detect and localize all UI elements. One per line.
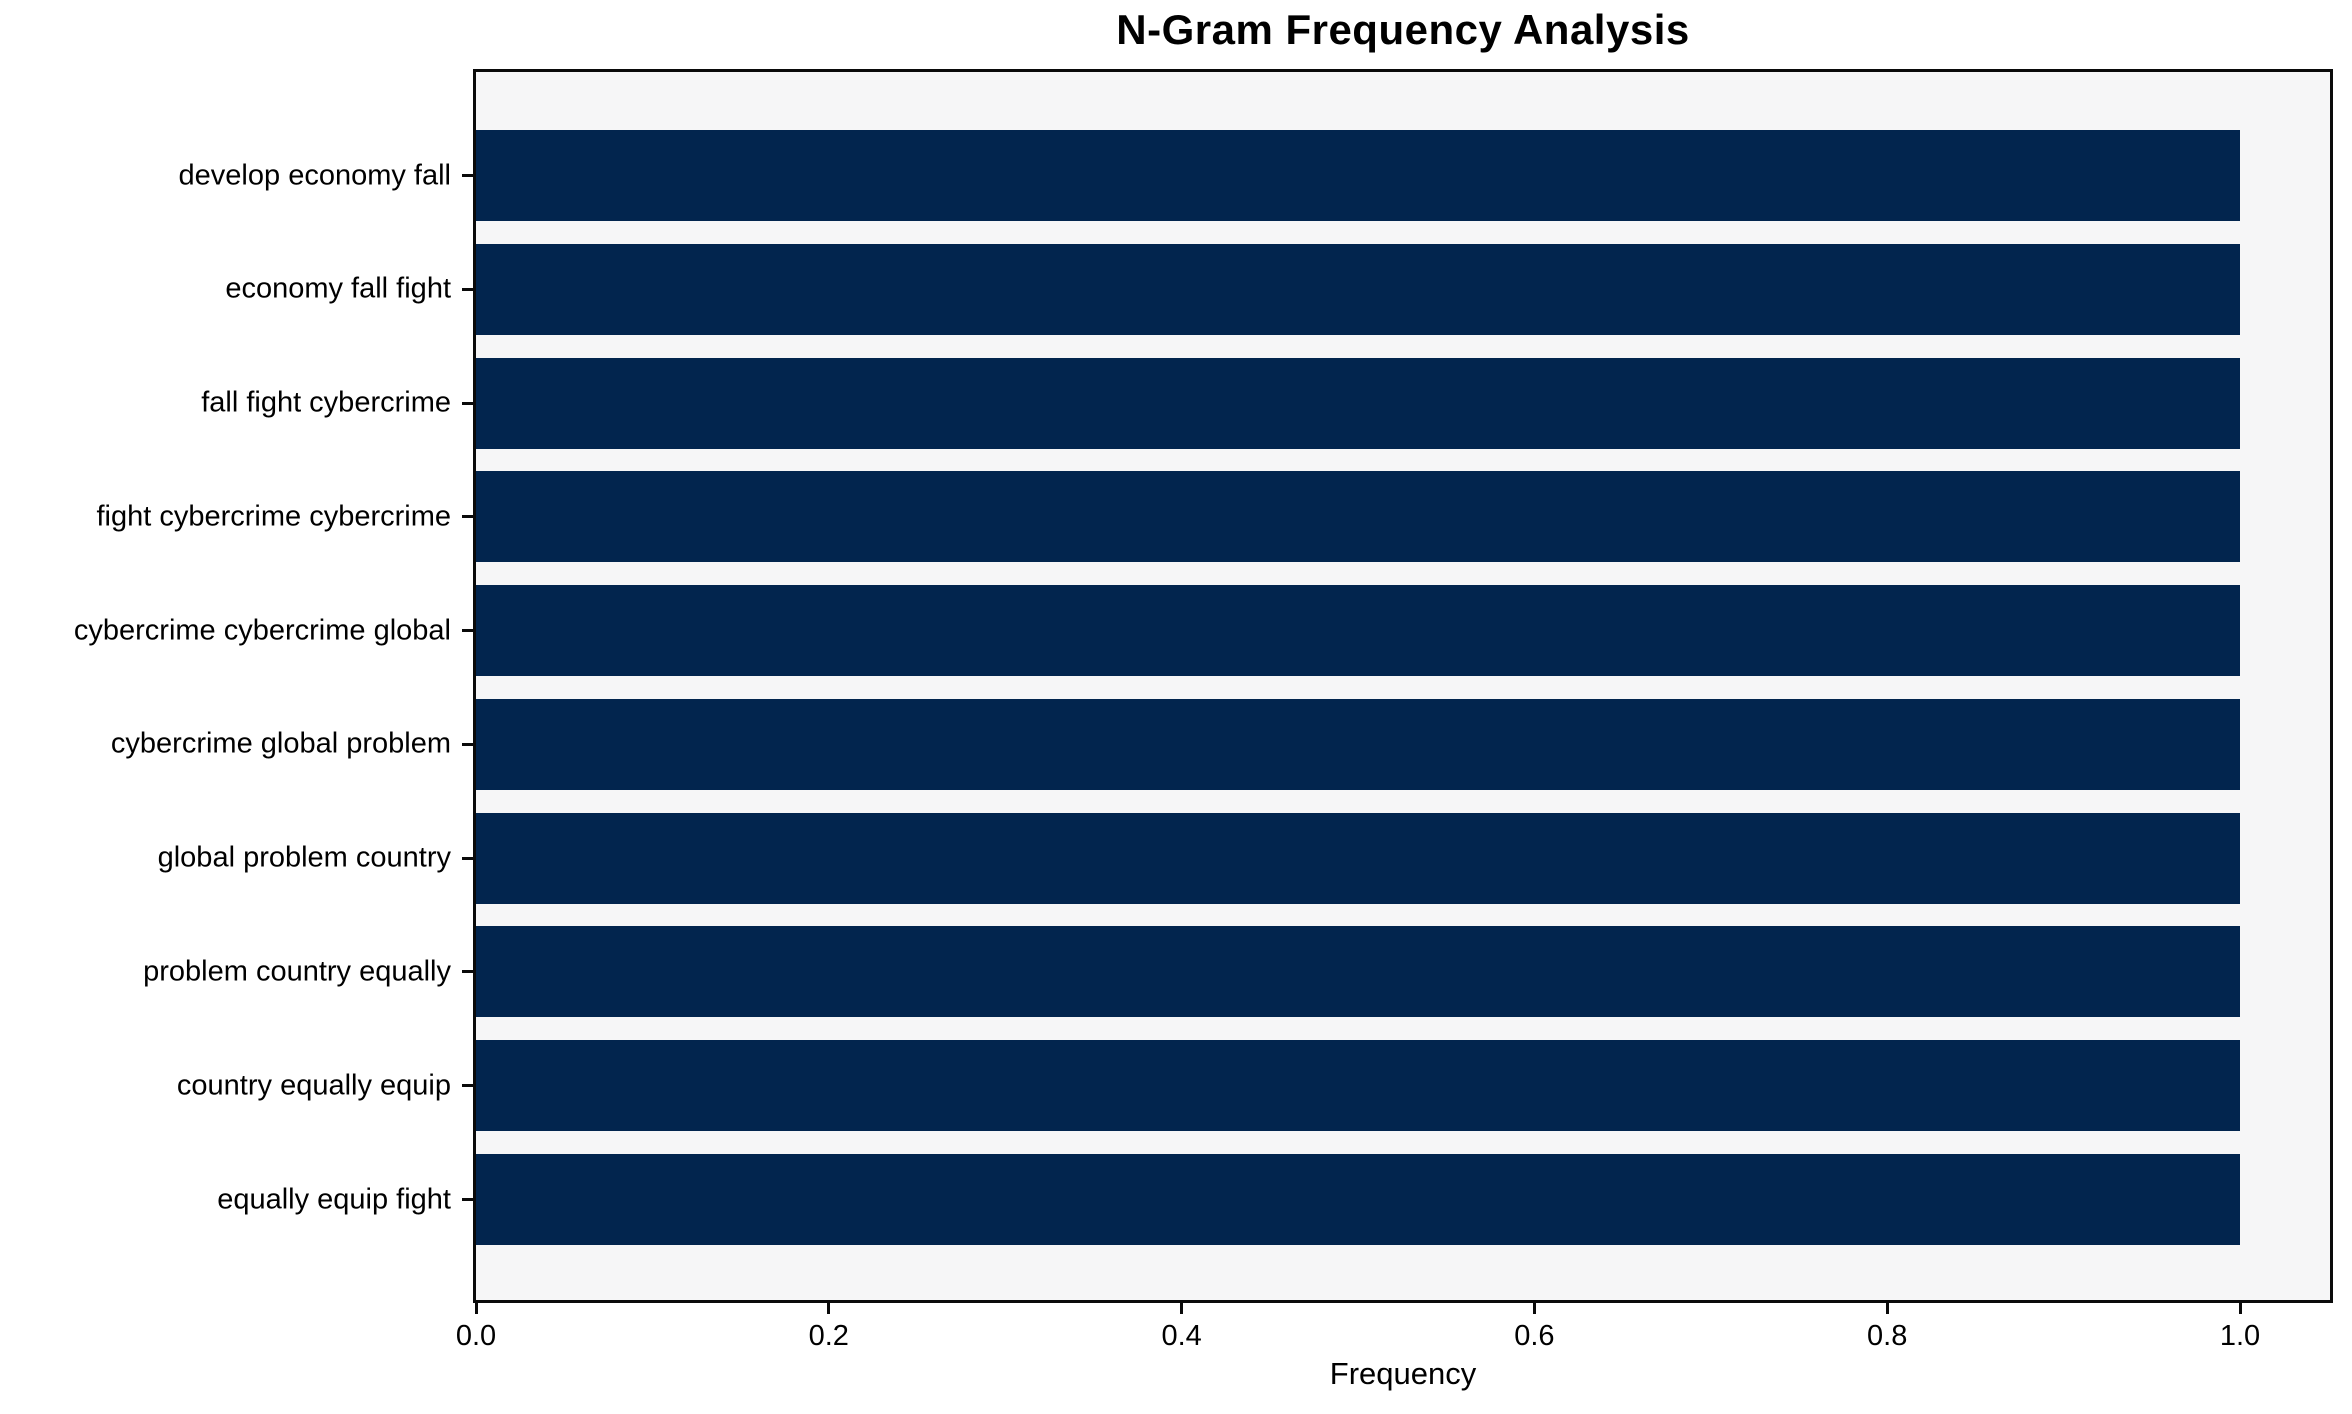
chart-title: N-Gram Frequency Analysis (1116, 6, 1690, 53)
x-tick-label: 0.6 (1514, 1320, 1555, 1352)
y-tick-label: country equally equip (176, 1069, 451, 1102)
y-tick-mark (462, 174, 473, 177)
bar (476, 585, 2241, 677)
y-tick-mark (462, 1084, 473, 1088)
bar (476, 357, 2241, 449)
y-tick-label: develop economy fall (178, 159, 451, 191)
bar (476, 926, 2241, 1018)
y-tick-mark (462, 515, 473, 519)
y-tick-mark (462, 287, 473, 291)
x-axis-title: Frequency (1329, 1356, 1477, 1391)
x-tick-mark (827, 1303, 831, 1314)
x-tick-mark (1885, 1303, 1889, 1314)
y-tick-label: fall fight cybercrime (201, 386, 451, 419)
x-tick-label: 0.4 (1161, 1320, 1202, 1352)
bar (476, 1154, 2241, 1245)
x-tick-label: 0.8 (1867, 1320, 1908, 1352)
y-tick-label: problem country equally (143, 955, 451, 988)
bar (476, 130, 2241, 221)
bar (476, 812, 2241, 904)
y-tick-label: fight cybercrime cybercrime (96, 500, 451, 533)
y-tick-label: cybercrime cybercrime global (73, 614, 451, 647)
y-tick-mark (462, 1198, 473, 1201)
plot-area (473, 69, 2333, 1303)
y-tick-mark (462, 856, 473, 860)
x-tick-mark (1532, 1303, 1536, 1314)
bar (476, 698, 2241, 790)
y-tick-mark (462, 970, 473, 974)
x-tick-mark (474, 1303, 478, 1314)
x-tick-mark (2238, 1303, 2242, 1314)
x-tick-label: 0.2 (808, 1320, 849, 1352)
x-tick-mark (1180, 1303, 1184, 1314)
y-tick-mark (462, 742, 473, 746)
y-tick-label: global problem country (157, 841, 451, 874)
x-tick-label: 0.0 (455, 1320, 497, 1352)
y-tick-label: economy fall fight (225, 272, 451, 305)
x-tick-label: 1.0 (2219, 1320, 2261, 1352)
y-tick-mark (462, 629, 473, 633)
bar (476, 243, 2241, 335)
y-tick-label: equally equip fight (217, 1183, 451, 1215)
y-tick-mark (462, 401, 473, 405)
y-tick-label: cybercrime global problem (110, 727, 451, 760)
bar (476, 471, 2241, 563)
bar (476, 1040, 2241, 1132)
